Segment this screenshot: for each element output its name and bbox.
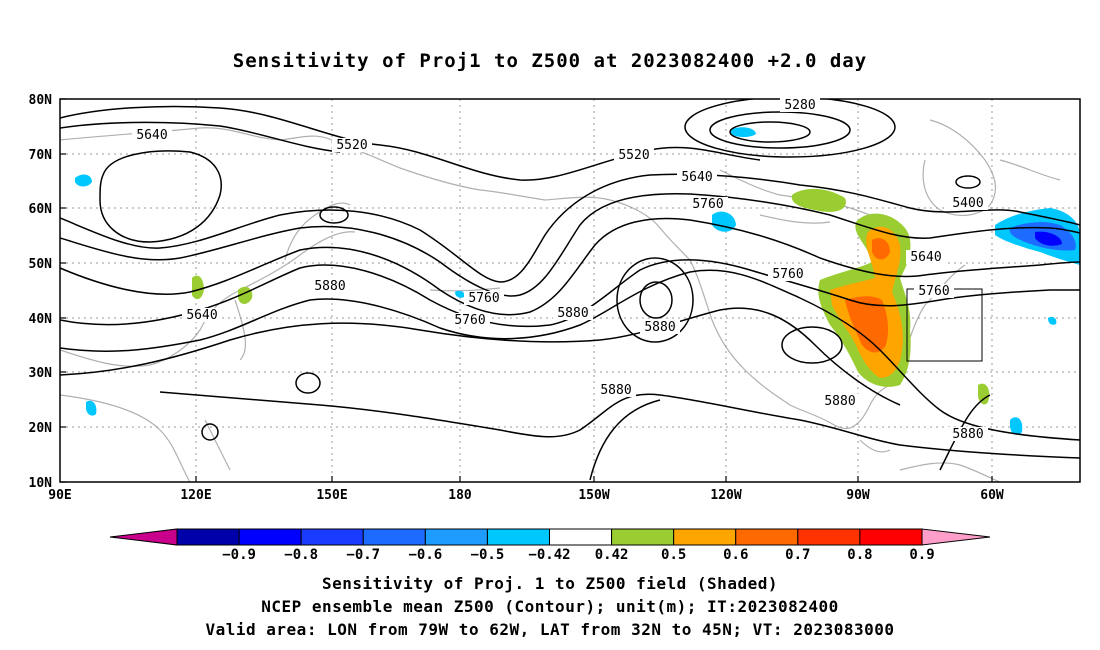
z500-contours xyxy=(60,99,1080,481)
lat-label-70n: 70N xyxy=(29,148,53,163)
colorbar-swatch xyxy=(238,528,302,546)
contour-label: 5880 xyxy=(600,383,631,398)
lat-label-60n: 60N xyxy=(29,202,53,217)
colorbar-label: 0.9 xyxy=(909,547,934,563)
caption-contour: NCEP ensemble mean Z500 (Contour); unit(… xyxy=(261,597,839,616)
colorbar-label: 0.42 xyxy=(595,547,629,563)
lon-label-60w: 60W xyxy=(980,488,1004,503)
colorbar-label: −0.42 xyxy=(528,547,570,563)
contour-label: 5880 xyxy=(644,320,675,335)
colorbar-label: −0.9 xyxy=(222,547,256,563)
colorbar-swatch xyxy=(486,528,550,546)
contour-labels: 5640 5520 5280 5520 5640 5760 5400 5640 5760 5880… xyxy=(132,98,988,442)
colorbar-label: −0.7 xyxy=(346,547,380,563)
lat-label-80n: 80N xyxy=(29,93,53,108)
map-border xyxy=(59,98,1081,483)
lon-label-90e: 90E xyxy=(48,488,71,503)
colorbar-swatch xyxy=(549,528,613,546)
colorbar-low-tip xyxy=(109,528,178,546)
contour-label: 5400 xyxy=(952,196,983,211)
contour-label: 5880 xyxy=(824,394,855,409)
caption-shading: Sensitivity of Proj. 1 to Z500 field (Sh… xyxy=(322,574,778,593)
colorbar-swatch xyxy=(300,528,364,546)
colorbar xyxy=(109,528,991,546)
colorbar-label: −0.5 xyxy=(471,547,505,563)
lat-label-40n: 40N xyxy=(29,312,53,327)
contour-label: 5880 xyxy=(557,306,588,321)
contour-label: 5640 xyxy=(186,308,217,323)
contour-label: 5760 xyxy=(692,197,723,212)
lon-label-120e: 120E xyxy=(180,488,211,503)
contour-label: 5520 xyxy=(618,148,649,163)
colorbar-label: 0.6 xyxy=(723,547,748,563)
colorbar-swatch xyxy=(673,528,737,546)
contour-label: 5280 xyxy=(784,98,815,113)
plot-title: Sensitivity of Proj1 to Z500 at 20230824… xyxy=(232,50,868,72)
contour-label: 5640 xyxy=(910,250,941,265)
colorbar-swatch xyxy=(611,528,675,546)
sensitivity-shading xyxy=(75,127,1080,435)
colorbar-labels: −0.9 −0.8 −0.7 −0.6 −0.5 −0.42 0.42 0.5 0.6 0.7 0.… xyxy=(222,547,934,563)
contour-label: 5760 xyxy=(918,284,949,299)
colorbar-swatch xyxy=(797,528,861,546)
colorbar-swatch xyxy=(176,528,240,546)
lat-label-20n: 20N xyxy=(29,421,53,436)
axis-ticks xyxy=(60,98,993,483)
lat-label-30n: 30N xyxy=(29,366,53,381)
contour-label: 5520 xyxy=(336,138,367,153)
contour-label: 5640 xyxy=(681,170,712,185)
contour-label: 5640 xyxy=(136,128,167,143)
colorbar-label: 0.8 xyxy=(847,547,872,563)
contour-label: 5760 xyxy=(772,267,803,282)
lon-label-150w: 150W xyxy=(578,488,609,503)
lon-label-180: 180 xyxy=(448,488,472,503)
colorbar-label: 0.7 xyxy=(785,547,810,563)
colorbar-swatch xyxy=(362,528,426,546)
lon-label-150e: 150E xyxy=(316,488,347,503)
colorbar-swatch xyxy=(424,528,488,546)
colorbar-high-tip xyxy=(921,528,991,546)
contour-label: 5760 xyxy=(454,313,485,328)
contour-label: 5880 xyxy=(314,279,345,294)
caption-valid-area: Valid area: LON from 79W to 62W, LAT fro… xyxy=(205,620,895,639)
map-area xyxy=(60,99,1080,482)
lat-label-10n: 10N xyxy=(29,476,53,491)
colorbar-swatch xyxy=(859,528,923,546)
contour-label: 5880 xyxy=(952,427,983,442)
lon-label-120w: 120W xyxy=(710,488,741,503)
lon-label-90w: 90W xyxy=(846,488,870,503)
colorbar-label: 0.5 xyxy=(661,547,686,563)
colorbar-label: −0.6 xyxy=(408,547,442,563)
lat-label-50n: 50N xyxy=(29,257,53,272)
positive-sensitivity-peak xyxy=(845,296,889,353)
colorbar-label: −0.8 xyxy=(284,547,318,563)
contour-label: 5760 xyxy=(468,291,499,306)
colorbar-swatch xyxy=(735,528,799,546)
